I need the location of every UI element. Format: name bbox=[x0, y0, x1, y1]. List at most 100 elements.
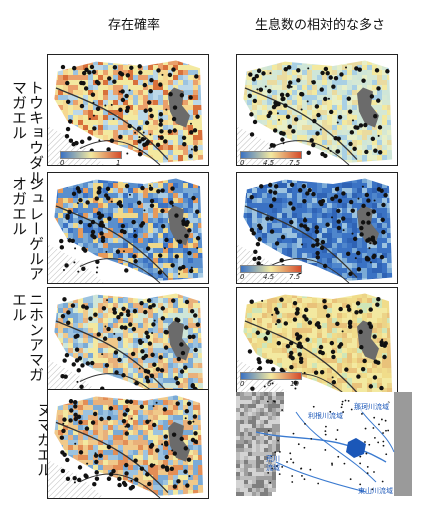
survey-site-dot bbox=[138, 367, 141, 370]
survey-site-dot bbox=[328, 75, 333, 80]
survey-site-dot bbox=[336, 136, 341, 141]
survey-site-dot bbox=[292, 432, 295, 435]
survey-site-dot bbox=[170, 186, 175, 191]
survey-site-dot bbox=[314, 238, 320, 243]
survey-site-dot bbox=[139, 466, 145, 471]
survey-site-dot bbox=[299, 223, 304, 228]
map-surface bbox=[48, 55, 208, 165]
species-label-1: トウキョウダルマガエル bbox=[4, 80, 45, 190]
survey-site-dot bbox=[281, 409, 284, 411]
survey-site-dot bbox=[278, 118, 281, 121]
survey-site-dot bbox=[259, 184, 264, 189]
survey-site-dot bbox=[185, 220, 190, 225]
species-label-4: ヌマガエル bbox=[12, 402, 53, 492]
survey-site-dot bbox=[96, 190, 101, 195]
survey-site-dot bbox=[289, 182, 295, 188]
survey-site-dot bbox=[176, 318, 181, 323]
survey-site-dot bbox=[92, 101, 95, 104]
species-label-1-line2: ダルマガエル bbox=[10, 80, 45, 185]
survey-site-dot bbox=[288, 340, 294, 346]
survey-site-dot bbox=[336, 208, 341, 214]
survey-site-dot bbox=[348, 271, 353, 277]
survey-site-dot bbox=[371, 209, 377, 214]
survey-site-dot bbox=[145, 139, 150, 145]
survey-site-dot bbox=[331, 380, 337, 385]
survey-site-dot bbox=[283, 103, 288, 108]
survey-site-dot bbox=[155, 448, 160, 453]
survey-site-dot bbox=[163, 329, 168, 335]
survey-site-dot bbox=[256, 88, 259, 91]
survey-site-dot bbox=[143, 209, 146, 212]
survey-site-dot bbox=[60, 468, 66, 474]
survey-site-dot bbox=[104, 104, 107, 107]
survey-site-dot bbox=[126, 152, 129, 155]
map-surface bbox=[48, 390, 208, 498]
survey-site-dot bbox=[312, 405, 315, 408]
survey-site-dot bbox=[179, 369, 185, 374]
survey-site-dot bbox=[350, 408, 353, 411]
survey-site-dot bbox=[307, 67, 310, 70]
survey-site-dot bbox=[124, 462, 129, 468]
survey-site-dot bbox=[341, 403, 344, 406]
survey-site-dot bbox=[193, 147, 198, 152]
survey-site-dot bbox=[372, 240, 378, 245]
survey-site-dot bbox=[369, 94, 375, 99]
tick-abd1-2: 7.5 bbox=[289, 159, 301, 167]
survey-site-dot bbox=[361, 203, 366, 209]
survey-site-dot bbox=[268, 182, 273, 188]
map-surface bbox=[237, 55, 397, 165]
survey-site-dot bbox=[124, 183, 130, 189]
survey-site-dot bbox=[72, 475, 77, 481]
survey-site-dot bbox=[163, 139, 168, 144]
survey-site-dot bbox=[93, 453, 99, 458]
survey-site-dot bbox=[273, 184, 279, 189]
survey-site-dot bbox=[323, 96, 328, 102]
survey-site-dot bbox=[147, 341, 153, 346]
survey-site-dot bbox=[73, 404, 78, 409]
survey-site-dot bbox=[289, 364, 294, 370]
tick-abd3-1: 6 bbox=[267, 380, 272, 388]
survey-site-dot bbox=[145, 379, 151, 384]
survey-site-dot bbox=[268, 203, 274, 209]
survey-site-dot bbox=[378, 423, 380, 426]
survey-site-dot bbox=[323, 66, 329, 72]
survey-site-dot bbox=[149, 203, 155, 208]
survey-site-dot bbox=[279, 130, 284, 136]
survey-site-dot bbox=[319, 87, 324, 92]
survey-site-dot bbox=[118, 134, 123, 140]
survey-site-dot bbox=[145, 419, 150, 424]
survey-site-dot bbox=[94, 470, 99, 475]
survey-site-dot bbox=[192, 414, 198, 419]
survey-site-dot bbox=[78, 219, 83, 225]
survey-site-dot bbox=[83, 86, 89, 91]
survey-site-dot bbox=[139, 404, 145, 410]
survey-site-dot bbox=[279, 92, 285, 98]
survey-site-dot bbox=[113, 332, 116, 335]
survey-site-dot bbox=[249, 194, 254, 200]
survey-site-dot bbox=[269, 143, 275, 148]
survey-site-dot bbox=[265, 330, 271, 336]
survey-site-dot bbox=[192, 420, 195, 423]
survey-site-dot bbox=[286, 461, 288, 463]
survey-site-dot bbox=[100, 235, 106, 240]
map-surface bbox=[48, 288, 208, 398]
survey-site-dot bbox=[90, 229, 96, 235]
survey-site-dot bbox=[151, 322, 156, 327]
survey-site-dot bbox=[128, 322, 133, 327]
survey-site-dot bbox=[95, 106, 101, 112]
survey-site-dot bbox=[283, 66, 288, 72]
survey-site-dot bbox=[263, 385, 266, 388]
survey-site-dot bbox=[382, 354, 387, 360]
survey-site-dot bbox=[161, 73, 164, 76]
survey-site-dot bbox=[298, 356, 304, 361]
survey-site-dot bbox=[136, 126, 142, 131]
survey-site-dot bbox=[149, 373, 155, 378]
survey-site-dot bbox=[274, 451, 277, 454]
survey-site-dot bbox=[364, 255, 370, 261]
survey-site-dot bbox=[350, 208, 355, 213]
survey-site-dot bbox=[157, 135, 160, 138]
survey-site-dot bbox=[331, 354, 336, 360]
survey-site-dot bbox=[121, 373, 126, 378]
species-label-3: ニホンアマガエル bbox=[4, 292, 45, 382]
survey-site-dot bbox=[336, 121, 339, 124]
